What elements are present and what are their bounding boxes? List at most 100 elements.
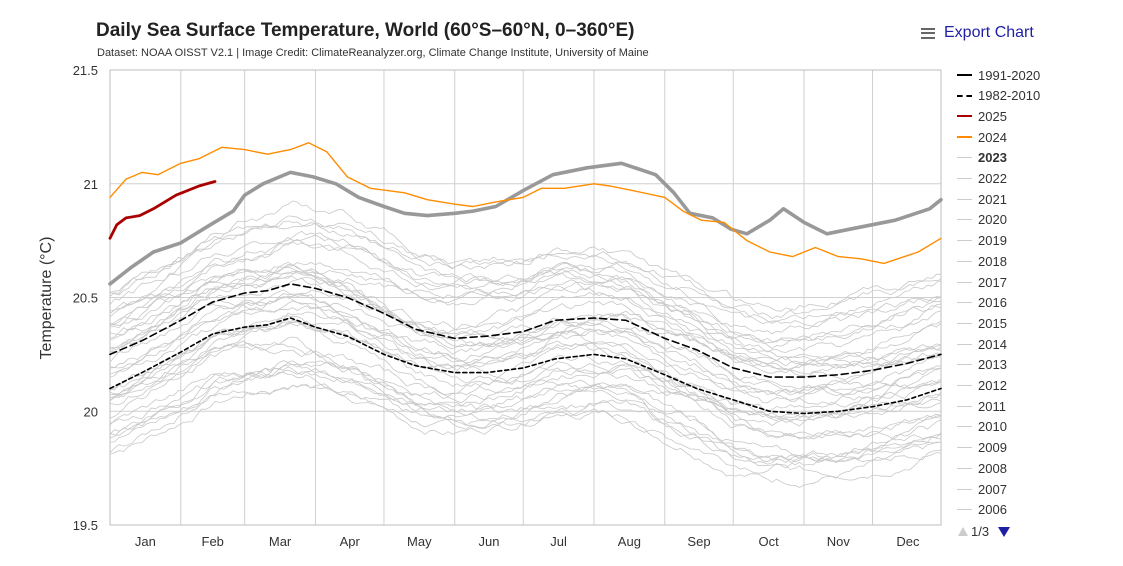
- legend-swatch: [957, 343, 972, 345]
- legend-item-1982-2010[interactable]: 1982-2010: [957, 86, 1040, 106]
- x-tick-label: Oct: [759, 534, 780, 549]
- background-year-line: [109, 319, 942, 423]
- legend-swatch: [957, 94, 972, 97]
- x-tick-label: Nov: [827, 534, 851, 549]
- legend-item-2018[interactable]: 2018: [957, 251, 1007, 271]
- x-tick-label: Aug: [618, 534, 641, 549]
- triangle-up-icon: [958, 527, 968, 536]
- legend-swatch: [957, 136, 972, 139]
- x-tick-label: Mar: [269, 534, 292, 549]
- chart-subtitle: Dataset: NOAA OISST V2.1 | Image Credit:…: [97, 47, 649, 59]
- legend-item-2010[interactable]: 2010: [957, 417, 1007, 437]
- legend-label: 2010: [978, 419, 1007, 435]
- background-year-line: [109, 360, 942, 463]
- legend-swatch: [957, 219, 972, 221]
- background-year-line: [109, 300, 942, 406]
- background-year-line: [109, 383, 942, 481]
- background-year-line: [109, 262, 942, 353]
- legend-label: 2012: [978, 378, 1007, 393]
- legend-label: 2019: [978, 233, 1007, 249]
- legend-swatch: [957, 426, 972, 428]
- series-line-2023: [108, 161, 943, 286]
- legend-label: 2025: [978, 108, 1007, 124]
- background-year-line: [109, 320, 942, 427]
- legend-label: 2018: [978, 253, 1007, 269]
- legend-swatch: [957, 488, 972, 490]
- legend-label: 2007: [978, 481, 1007, 497]
- legend-label: 2020: [978, 212, 1007, 228]
- legend-item-2024[interactable]: 2024: [957, 127, 1007, 147]
- legend-swatch: [957, 74, 972, 76]
- export-chart-button[interactable]: Export Chart: [921, 24, 1034, 42]
- legend-item-2009[interactable]: 2009: [957, 438, 1007, 458]
- legend-label: 2008: [978, 460, 1007, 476]
- legend-swatch: [957, 115, 972, 118]
- background-year-line: [109, 290, 942, 396]
- legend-swatch: [957, 260, 972, 262]
- legend-pager: 1/3: [958, 524, 1011, 539]
- legend-label: 2009: [978, 440, 1007, 456]
- x-tick-label: Jul: [550, 534, 567, 549]
- legend-label: 2015: [978, 315, 1007, 331]
- background-year-line: [109, 215, 942, 320]
- legend-item-2011[interactable]: 2011: [957, 396, 1006, 416]
- legend-item-2012[interactable]: 2012: [957, 376, 1007, 396]
- legend-item-2014[interactable]: 2014: [957, 334, 1007, 354]
- background-year-line: [109, 241, 942, 344]
- legend-swatch: [957, 322, 972, 324]
- legend-item-2020[interactable]: 2020: [957, 210, 1007, 230]
- background-year-line: [109, 296, 942, 396]
- legend-item-2007[interactable]: 2007: [957, 479, 1007, 499]
- legend-swatch: [957, 385, 972, 386]
- legend-item-2006[interactable]: 2006: [957, 500, 1007, 520]
- x-tick-label: May: [407, 534, 432, 549]
- background-year-line: [109, 266, 942, 371]
- series-line-2024: [109, 142, 942, 265]
- legend-item-2025[interactable]: 2025: [957, 106, 1007, 126]
- legend-item-2016[interactable]: 2016: [957, 293, 1007, 313]
- x-tick-label: Feb: [202, 534, 224, 549]
- export-chart-label: Export Chart: [944, 24, 1034, 41]
- legend-item-2021[interactable]: 2021: [957, 189, 1007, 209]
- legend-label: 2006: [978, 502, 1007, 518]
- x-tick-label: Jun: [478, 534, 499, 549]
- legend-label: 2011: [978, 398, 1006, 414]
- x-tick-label: Jan: [135, 534, 156, 549]
- legend-swatch: [957, 240, 972, 242]
- triangle-down-icon[interactable]: [998, 526, 1011, 537]
- legend-item-2008[interactable]: 2008: [957, 458, 1007, 478]
- legend-swatch: [957, 198, 972, 200]
- background-year-line: [109, 320, 942, 419]
- legend-item-2013[interactable]: 2013: [957, 355, 1007, 375]
- legend-label: 2013: [978, 357, 1007, 373]
- legend-swatch: [957, 281, 972, 283]
- legend-swatch: [957, 447, 972, 449]
- legend-item-2019[interactable]: 2019: [957, 231, 1007, 251]
- background-year-line: [109, 220, 942, 324]
- background-year-line: [109, 293, 942, 396]
- legend-label: 2014: [978, 336, 1007, 352]
- legend-item-1991-2020[interactable]: 1991-2020: [957, 65, 1040, 85]
- chart-title: Daily Sea Surface Temperature, World (60…: [96, 20, 635, 41]
- y-tick-label: 20.5: [73, 291, 98, 306]
- y-tick-label: 20: [84, 404, 98, 419]
- legend-label: 2023: [978, 150, 1007, 166]
- legend-swatch: [957, 157, 972, 159]
- background-year-line: [109, 360, 942, 465]
- legend-label: 1982-2010: [978, 88, 1041, 104]
- legend-item-2015[interactable]: 2015: [957, 313, 1007, 333]
- legend-label: 2024: [978, 129, 1007, 145]
- x-tick-label: Sep: [687, 534, 710, 549]
- legend-item-2022[interactable]: 2022: [957, 169, 1007, 189]
- x-tick-label: Dec: [896, 534, 920, 549]
- y-tick-label: 21.5: [73, 63, 98, 78]
- legend-label: 2017: [978, 274, 1007, 290]
- background-year-line: [109, 304, 942, 402]
- series-line-2025: [108, 180, 217, 240]
- legend-item-2017[interactable]: 2017: [957, 272, 1007, 292]
- y-tick-label: 19.5: [73, 518, 98, 533]
- legend-item-2023[interactable]: 2023: [957, 148, 1007, 168]
- background-year-line: [109, 343, 942, 440]
- x-tick-label: Apr: [340, 534, 361, 549]
- legend-label: 2016: [978, 295, 1007, 311]
